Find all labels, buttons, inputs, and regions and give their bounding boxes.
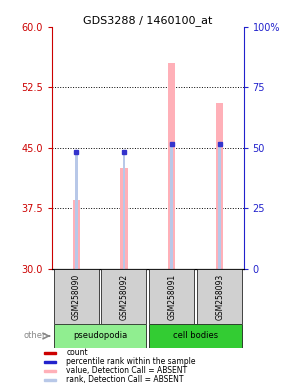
Text: cell bodies: cell bodies: [173, 331, 218, 341]
Bar: [44, 361, 57, 363]
Bar: [75, 152, 77, 269]
Bar: [168, 63, 175, 269]
Bar: [218, 144, 221, 269]
Bar: [44, 352, 57, 354]
Bar: [149, 324, 242, 348]
Text: GSM258091: GSM258091: [167, 273, 176, 320]
Bar: [171, 144, 173, 269]
Text: count: count: [66, 349, 88, 358]
Bar: [102, 269, 146, 324]
Bar: [44, 379, 57, 381]
Text: GSM258093: GSM258093: [215, 273, 224, 320]
Bar: [197, 269, 242, 324]
Bar: [54, 269, 99, 324]
Text: value, Detection Call = ABSENT: value, Detection Call = ABSENT: [66, 366, 187, 375]
Bar: [120, 168, 128, 269]
Text: percentile rank within the sample: percentile rank within the sample: [66, 358, 196, 366]
Text: rank, Detection Call = ABSENT: rank, Detection Call = ABSENT: [66, 375, 184, 384]
Bar: [54, 324, 146, 348]
Text: GSM258090: GSM258090: [72, 273, 81, 320]
Bar: [72, 200, 80, 269]
Title: GDS3288 / 1460100_at: GDS3288 / 1460100_at: [83, 15, 213, 26]
Bar: [123, 152, 125, 269]
Text: other: other: [24, 331, 46, 341]
Bar: [216, 104, 223, 269]
Text: GSM258092: GSM258092: [119, 273, 128, 320]
Bar: [44, 370, 57, 372]
Text: pseudopodia: pseudopodia: [73, 331, 127, 341]
Bar: [149, 269, 194, 324]
